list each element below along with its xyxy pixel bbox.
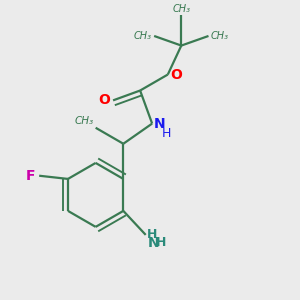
Text: O: O [170, 68, 182, 82]
Text: N: N [147, 236, 159, 250]
Text: H: H [156, 236, 167, 250]
Text: O: O [99, 93, 110, 107]
Text: H: H [147, 228, 158, 241]
Text: N: N [154, 117, 165, 130]
Text: CH₃: CH₃ [75, 116, 94, 126]
Text: CH₃: CH₃ [211, 31, 229, 41]
Text: F: F [26, 169, 35, 183]
Text: CH₃: CH₃ [134, 31, 152, 41]
Text: H: H [162, 128, 171, 140]
Text: CH₃: CH₃ [172, 4, 190, 14]
